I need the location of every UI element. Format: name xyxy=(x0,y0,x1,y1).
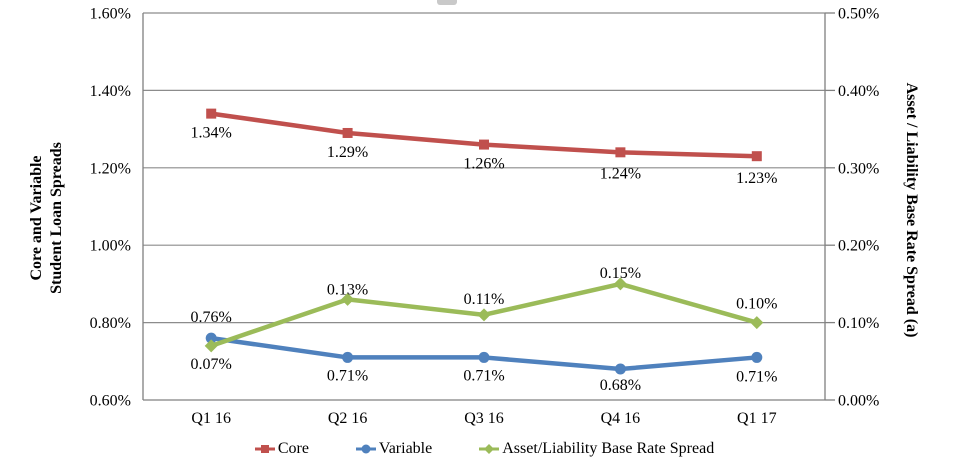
left-axis-tick-label: 1.60% xyxy=(90,6,131,23)
series-marker-core xyxy=(751,151,762,162)
right-axis-tick-label: 0.30% xyxy=(838,160,879,177)
legend-item-variable: Variable xyxy=(355,440,432,458)
series-marker-core xyxy=(615,147,626,158)
circle-legend-marker-icon xyxy=(355,444,376,454)
data-label-variable: 0.71% xyxy=(463,367,504,384)
data-label-variable: 0.76% xyxy=(191,309,232,326)
data-label-asset-liability-base-rate-spread: 0.10% xyxy=(736,296,777,313)
right-axis-tick-label: 0.00% xyxy=(838,393,879,410)
data-label-core: 1.34% xyxy=(191,125,232,142)
left-axis-tick-label: 0.60% xyxy=(90,393,131,410)
x-axis-label: Q2 16 xyxy=(328,410,368,427)
series-marker-asset-liability-base-rate-spread xyxy=(341,292,355,306)
cropped-title-artifact xyxy=(437,0,457,5)
legend-item-asset-liability-base-rate-spread: Asset/Liability Base Rate Spread xyxy=(478,440,714,458)
right-axis-tick-label: 0.50% xyxy=(838,6,879,23)
x-axis-label: Q1 16 xyxy=(191,410,231,427)
data-label-core: 1.29% xyxy=(327,144,368,161)
legend-label-core: Core xyxy=(277,440,309,457)
left-axis-tick-label: 1.20% xyxy=(90,160,131,177)
legend-label-asset-liability-base-rate-spread: Asset/Liability Base Rate Spread xyxy=(502,440,715,457)
data-label-core: 1.26% xyxy=(463,156,504,173)
data-label-variable: 0.71% xyxy=(736,368,777,385)
series-marker-variable xyxy=(342,351,354,363)
series-marker-variable xyxy=(751,351,763,363)
series-marker-variable xyxy=(478,351,490,363)
legend: Core Variable Asset/Liability Base Rate Sp… xyxy=(143,440,825,458)
series-line-core xyxy=(208,111,760,159)
right-axis-tick-label: 0.10% xyxy=(838,315,879,332)
square-legend-marker-icon xyxy=(254,445,275,453)
data-label-core: 1.24% xyxy=(600,165,641,182)
data-label-asset-liability-base-rate-spread: 0.13% xyxy=(327,281,368,298)
left-axis-title: Core and Variable Student Loan Spreads xyxy=(27,38,67,398)
legend-label-variable: Variable xyxy=(378,440,433,457)
left-axis-tick-label: 1.00% xyxy=(90,238,131,255)
series-marker-variable xyxy=(205,332,217,344)
series-marker-variable xyxy=(614,363,626,375)
data-label-variable: 0.71% xyxy=(327,367,368,384)
data-label-core: 1.23% xyxy=(736,170,777,187)
data-label-asset-liability-base-rate-spread: 0.11% xyxy=(464,291,505,308)
right-axis-tick-label: 0.20% xyxy=(838,238,879,255)
series-marker-asset-liability-base-rate-spread xyxy=(613,277,627,291)
data-label-asset-liability-base-rate-spread: 0.07% xyxy=(191,356,232,373)
series-marker-asset-liability-base-rate-spread xyxy=(750,316,764,330)
right-axis-tick-label: 0.40% xyxy=(838,83,879,100)
left-axis-title-line1: Core and Variable xyxy=(28,155,45,281)
series-marker-asset-liability-base-rate-spread xyxy=(204,339,218,353)
data-label-asset-liability-base-rate-spread: 0.15% xyxy=(600,265,641,282)
series-marker-core xyxy=(479,139,489,150)
series-marker-core xyxy=(342,127,353,138)
x-axis-label: Q4 16 xyxy=(601,410,641,427)
right-axis-title: Asset / Liability Base Rate Spread (a) xyxy=(903,82,920,338)
x-axis-label: Q3 16 xyxy=(464,410,504,427)
x-axis-label: Q1 17 xyxy=(737,410,777,427)
left-axis-tick-label: 0.80% xyxy=(90,315,131,332)
legend-item-core: Core xyxy=(254,440,309,458)
left-axis-title-line2: Student Loan Spreads xyxy=(48,142,65,294)
diamond-legend-marker-icon xyxy=(479,444,500,454)
series-marker-asset-liability-base-rate-spread xyxy=(477,308,491,322)
left-axis-tick-label: 1.40% xyxy=(90,83,131,100)
data-label-variable: 0.68% xyxy=(600,377,641,394)
series-marker-core xyxy=(206,108,217,119)
